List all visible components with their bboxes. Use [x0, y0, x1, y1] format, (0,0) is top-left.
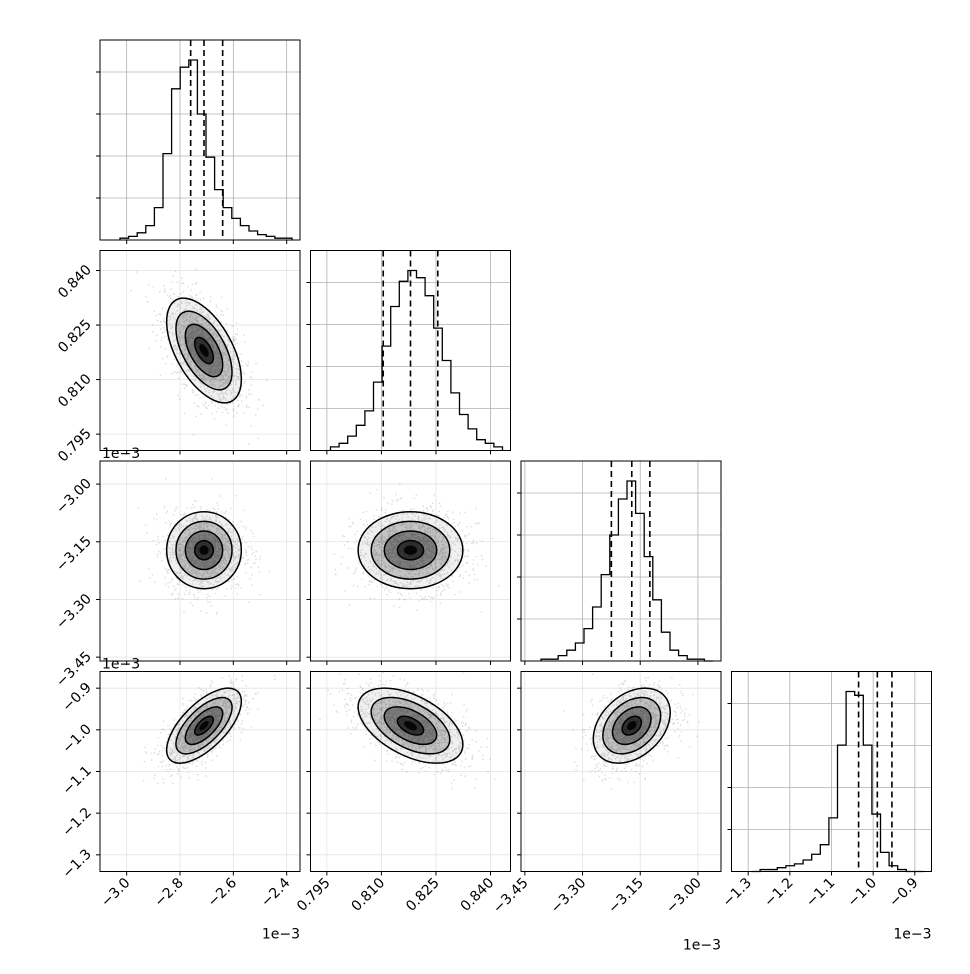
contour-line — [383, 706, 438, 746]
histogram-frame — [520, 460, 722, 662]
x-offset-label: 1e−3 — [262, 927, 300, 943]
density-level — [626, 720, 637, 731]
histogram-panel-2 — [517, 460, 722, 665]
x-tick-label: −1.2 — [761, 875, 796, 910]
y-tick-label: −3.00 — [53, 476, 95, 518]
y-tick-label: −1.2 — [59, 805, 94, 840]
y-tick-label: 0.810 — [55, 371, 95, 411]
y-tick-label: −3.45 — [53, 649, 95, 691]
contour-line — [370, 520, 451, 580]
x-tick-label: 0.795 — [294, 875, 334, 915]
x-tick-label: 0.825 — [403, 875, 443, 915]
histogram-panel-1 — [306, 250, 511, 455]
y-tick-label: 0.825 — [55, 317, 95, 357]
contour-line — [184, 706, 224, 746]
histogram-step — [329, 269, 504, 451]
contour-line — [383, 530, 438, 571]
scatter-panel-0-3 — [96, 671, 301, 876]
density-level — [403, 545, 418, 556]
x-offset-label: 1e−3 — [683, 938, 721, 954]
panel-content — [310, 671, 511, 872]
histogram-frame — [310, 250, 511, 451]
panel-content — [310, 461, 511, 661]
histogram-step — [540, 480, 713, 662]
y-tick-label: −3.30 — [53, 591, 95, 633]
contour-line — [592, 687, 671, 764]
contour-line — [184, 530, 224, 571]
x-tick-label: −3.15 — [605, 875, 647, 917]
contour-line — [175, 696, 233, 755]
contour-line — [175, 310, 233, 391]
contour-line — [175, 520, 233, 580]
y-tick-label: −1.0 — [59, 721, 94, 756]
panel-content — [100, 250, 300, 451]
x-tick-label: −1.1 — [803, 875, 838, 910]
contour-line — [602, 696, 662, 755]
x-tick-label: −3.30 — [548, 875, 590, 917]
x-tick-label: −3.0 — [98, 875, 133, 910]
contour-line — [165, 297, 243, 404]
x-tick-label: −3.45 — [490, 875, 532, 917]
scatter-panel-0-2 — [96, 460, 301, 665]
contour-line — [165, 687, 243, 764]
histogram-step — [119, 59, 293, 240]
contour-line — [193, 539, 215, 561]
contour-line — [611, 706, 652, 746]
y-offset-label: 1e−3 — [102, 657, 140, 673]
x-tick-label: −2.4 — [258, 875, 293, 910]
contour-line — [370, 696, 451, 755]
x-tick-label: −2.6 — [205, 875, 240, 910]
y-tick-label: −1.3 — [59, 846, 94, 881]
scatter-panel-2-3 — [517, 671, 722, 876]
x-tick-label: −1.0 — [845, 875, 880, 910]
scatter-panel-1-3 — [306, 671, 511, 876]
panel-content — [100, 461, 300, 661]
panel-content — [100, 671, 300, 872]
histogram-step — [751, 690, 924, 873]
y-tick-label: −1.1 — [59, 763, 94, 798]
panel-frame — [310, 460, 511, 662]
x-tick-label: −0.9 — [886, 875, 921, 910]
scatter-points — [142, 671, 276, 784]
histogram-panel-0 — [96, 39, 301, 244]
y-tick-label: −3.15 — [53, 533, 95, 575]
panel-frame — [99, 250, 301, 451]
histogram-panel-3 — [727, 671, 932, 876]
histogram-frame — [99, 39, 301, 241]
x-offset-label: 1e−3 — [893, 927, 931, 943]
x-tick-label: 0.840 — [458, 875, 498, 915]
contour-line — [396, 539, 425, 561]
y-tick-label: 0.840 — [55, 262, 95, 302]
panel-frame — [99, 460, 301, 662]
density-level — [199, 343, 209, 358]
x-tick-label: −1.3 — [720, 875, 755, 910]
scatter-points — [319, 671, 496, 790]
contour-line — [165, 511, 243, 590]
density-level — [199, 545, 209, 556]
contour-line — [621, 715, 643, 736]
x-tick-label: −3.00 — [663, 875, 705, 917]
y-offset-label: 1e−3 — [102, 446, 140, 462]
y-tick-label: 0.795 — [55, 426, 95, 466]
x-tick-label: −2.8 — [151, 875, 186, 910]
x-tick-label: 0.810 — [349, 875, 389, 915]
contour-line — [357, 511, 464, 590]
contour-line — [193, 715, 215, 736]
contour-line — [193, 336, 215, 365]
contour-line — [184, 323, 224, 378]
contour-line — [357, 687, 464, 764]
scatter-panel-0-1 — [96, 250, 301, 455]
scatter-panel-1-2 — [306, 460, 511, 665]
contour-line — [396, 715, 425, 736]
panel-content — [521, 671, 721, 872]
density-level — [199, 720, 209, 731]
